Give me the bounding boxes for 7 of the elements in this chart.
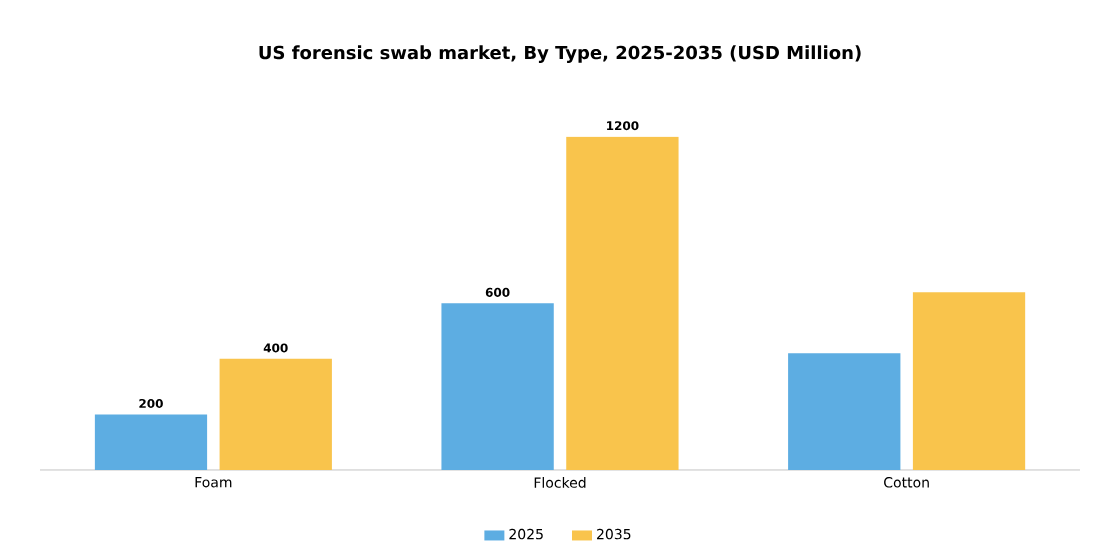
chart-title: US forensic swab market, By Type, 2025-2035 (USD Million) — [259, 45, 861, 63]
bar — [441, 303, 554, 470]
bar — [219, 358, 332, 470]
bar — [94, 414, 208, 470]
bar — [566, 136, 679, 470]
bar — [788, 353, 901, 470]
bar — [912, 292, 1026, 470]
